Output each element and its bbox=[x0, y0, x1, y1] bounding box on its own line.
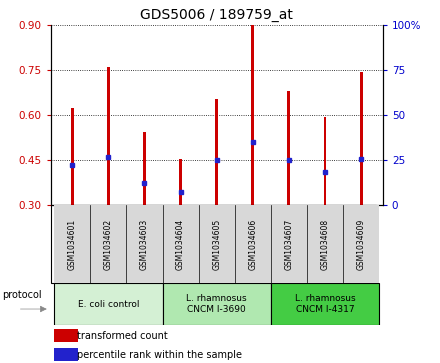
Text: GSM1034607: GSM1034607 bbox=[284, 219, 293, 270]
Bar bbox=[271, 205, 307, 283]
Bar bbox=[307, 205, 343, 283]
Bar bbox=[90, 205, 126, 283]
Bar bbox=[323, 117, 326, 205]
Text: GSM1034608: GSM1034608 bbox=[320, 219, 330, 270]
Text: L. rhamnosus
CNCM I-3690: L. rhamnosus CNCM I-3690 bbox=[187, 294, 247, 314]
Bar bbox=[287, 91, 290, 205]
Bar bbox=[235, 205, 271, 283]
Bar bbox=[126, 205, 162, 283]
Text: transformed count: transformed count bbox=[77, 331, 168, 340]
Bar bbox=[143, 132, 146, 205]
Text: E. coli control: E. coli control bbox=[77, 299, 139, 309]
Bar bbox=[54, 205, 90, 283]
Bar bbox=[251, 24, 254, 205]
Bar bbox=[343, 205, 379, 283]
Bar bbox=[71, 108, 74, 205]
Title: GDS5006 / 189759_at: GDS5006 / 189759_at bbox=[140, 8, 293, 22]
Text: L. rhamnosus
CNCM I-4317: L. rhamnosus CNCM I-4317 bbox=[295, 294, 356, 314]
Text: GSM1034603: GSM1034603 bbox=[140, 219, 149, 270]
Bar bbox=[198, 205, 235, 283]
Bar bbox=[54, 283, 162, 325]
Text: GSM1034601: GSM1034601 bbox=[68, 219, 77, 270]
Text: protocol: protocol bbox=[3, 290, 42, 300]
Bar bbox=[179, 159, 182, 205]
Bar bbox=[54, 348, 78, 361]
Text: GSM1034606: GSM1034606 bbox=[248, 219, 257, 270]
Text: GSM1034602: GSM1034602 bbox=[104, 219, 113, 270]
Bar bbox=[271, 283, 379, 325]
Bar bbox=[215, 99, 218, 205]
Bar bbox=[54, 329, 78, 342]
Text: GSM1034604: GSM1034604 bbox=[176, 219, 185, 270]
Bar bbox=[107, 68, 110, 205]
Text: percentile rank within the sample: percentile rank within the sample bbox=[77, 350, 242, 360]
Text: GSM1034605: GSM1034605 bbox=[212, 219, 221, 270]
Bar bbox=[162, 205, 198, 283]
Bar bbox=[162, 283, 271, 325]
Text: GSM1034609: GSM1034609 bbox=[357, 219, 366, 270]
Bar bbox=[359, 72, 363, 205]
